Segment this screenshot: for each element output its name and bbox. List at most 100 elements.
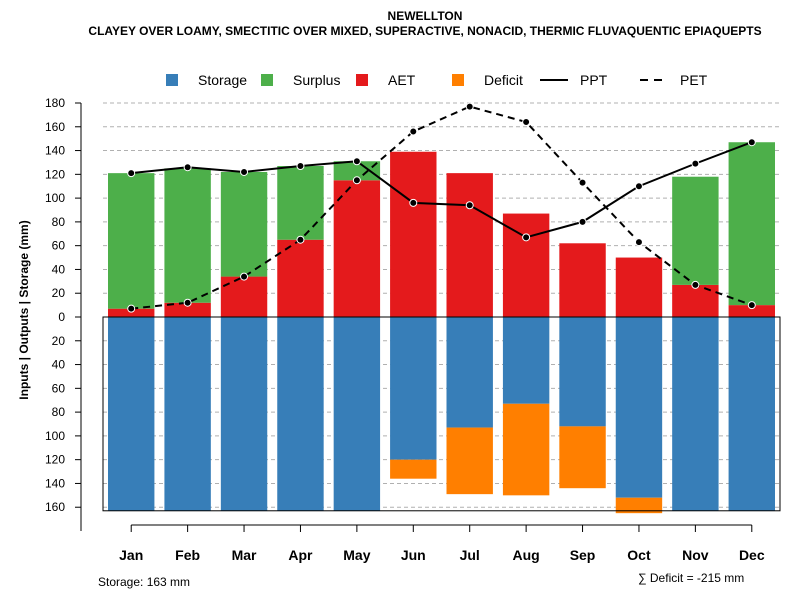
y-tick-label: 140 <box>45 144 65 158</box>
bar-storage-jan <box>108 317 155 511</box>
ppt-point-mar <box>240 167 249 176</box>
bar-storage-aug <box>502 317 550 404</box>
axes: 180 160 140 120 100 80 60 40 20 0 20 40 60 80 100 120 14… <box>45 96 781 563</box>
legend-swatch-surplus <box>261 74 273 86</box>
deficit-note: ∑ Deficit = -215 mm <box>638 571 744 585</box>
x-tick-label-sep: Sep <box>570 547 596 563</box>
bar-aet-jun <box>390 151 437 317</box>
bars <box>108 142 775 514</box>
y-tick-label: 80 <box>52 215 66 229</box>
legend-label-surplus: Surplus <box>293 72 340 88</box>
x-tick-label-feb: Feb <box>175 547 200 563</box>
pet-point-sep <box>578 178 587 187</box>
bar-storage-oct <box>615 317 663 498</box>
y-tick-label: 60 <box>52 239 66 253</box>
y-tick-label: 160 <box>45 120 65 134</box>
bar-storage-sep <box>559 317 606 427</box>
y-tick-label: 20 <box>52 334 66 348</box>
legend-label-deficit: Deficit <box>484 72 523 88</box>
bar-storage-apr <box>277 317 324 511</box>
pet-point-aug <box>522 118 531 127</box>
ppt-point-jan <box>127 169 136 178</box>
pet-point-dec <box>747 301 756 310</box>
bar-deficit-jun <box>390 459 437 479</box>
bar-aet-dec <box>728 305 775 317</box>
x-tick-label-oct: Oct <box>627 547 651 563</box>
pet-point-jul <box>465 102 474 111</box>
bar-aet-jan <box>108 308 155 317</box>
bar-storage-mar <box>220 317 268 511</box>
x-tick-label-dec: Dec <box>739 547 765 563</box>
pet-point-nov <box>691 280 700 289</box>
ppt-point-nov <box>691 159 700 168</box>
storage-box <box>102 316 781 512</box>
pet-line <box>131 105 753 310</box>
legend-swatch-deficit <box>452 74 464 86</box>
bar-storage-jun <box>390 317 437 460</box>
bar-aet-nov <box>672 284 719 317</box>
ppt-point-apr <box>296 162 305 171</box>
bar-aet-may <box>333 180 381 317</box>
y-tick-label: 20 <box>52 286 66 300</box>
pet-point-jun <box>409 127 418 136</box>
y-tick-label: 120 <box>45 167 65 181</box>
bar-surplus-may <box>333 161 381 181</box>
legend-swatch-aet <box>356 74 368 86</box>
bar-storage-dec <box>728 317 775 511</box>
lines <box>127 102 756 313</box>
y-tick-label: 100 <box>45 191 65 205</box>
ppt-point-dec <box>747 138 756 147</box>
chart-subtitle: CLAYEY OVER LOAMY, SMECTITIC OVER MIXED,… <box>88 24 761 38</box>
legend-label-storage: Storage <box>198 72 247 88</box>
x-tick-label-jun: Jun <box>401 547 426 563</box>
x-tick-label-jul: Jul <box>460 547 480 563</box>
bar-storage-nov <box>672 317 719 511</box>
legend: Storage Surplus AET Deficit PPT PET <box>166 72 708 88</box>
pet-point-mar <box>240 272 249 281</box>
y-tick-label: 40 <box>52 262 66 276</box>
bar-deficit-aug <box>502 403 550 496</box>
y-tick-label: 40 <box>52 358 66 372</box>
bar-surplus-nov <box>672 176 719 285</box>
ppt-point-may <box>352 157 361 166</box>
bar-storage-jul <box>446 317 493 428</box>
y-tick-label: 160 <box>45 500 65 514</box>
bar-deficit-jul <box>446 427 493 495</box>
bar-storage-feb <box>164 317 211 511</box>
y-tick-label: 0 <box>58 310 65 324</box>
bar-storage-may <box>333 317 381 511</box>
x-tick-label-aug: Aug <box>513 547 540 563</box>
bar-aet-sep <box>559 243 606 317</box>
bar-aet-aug <box>502 213 550 317</box>
y-tick-label: 80 <box>52 405 66 419</box>
pet-point-jan <box>127 304 136 313</box>
ppt-point-sep <box>578 217 587 226</box>
y-tick-label: 140 <box>45 476 65 490</box>
pet-point-oct <box>634 238 643 247</box>
bar-aet-feb <box>164 302 211 317</box>
ppt-point-oct <box>634 182 643 191</box>
pet-point-may <box>352 176 361 185</box>
bar-surplus-feb <box>164 168 211 303</box>
x-tick-label-apr: Apr <box>288 547 313 563</box>
bar-deficit-sep <box>559 426 606 489</box>
y-tick-label: 120 <box>45 453 65 467</box>
storage-note: Storage: 163 mm <box>98 575 190 589</box>
bar-aet-mar <box>220 276 268 317</box>
ppt-point-jul <box>465 201 474 210</box>
bar-surplus-mar <box>220 171 268 277</box>
gridlines <box>103 102 780 508</box>
ppt-line <box>131 141 753 239</box>
x-tick-label-nov: Nov <box>682 547 709 563</box>
bar-surplus-dec <box>728 142 775 306</box>
ppt-point-feb <box>183 163 192 172</box>
legend-label-pet: PET <box>680 72 708 88</box>
legend-label-ppt: PPT <box>580 72 608 88</box>
bar-aet-jul <box>446 173 493 317</box>
x-tick-label-may: May <box>343 547 370 563</box>
legend-swatch-storage <box>166 74 178 86</box>
bar-surplus-jan <box>108 173 155 309</box>
pet-point-apr <box>296 235 305 244</box>
pet-point-feb <box>183 298 192 307</box>
